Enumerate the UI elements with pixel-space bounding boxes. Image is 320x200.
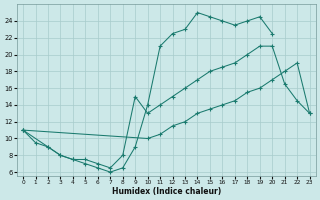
X-axis label: Humidex (Indice chaleur): Humidex (Indice chaleur)	[112, 187, 221, 196]
